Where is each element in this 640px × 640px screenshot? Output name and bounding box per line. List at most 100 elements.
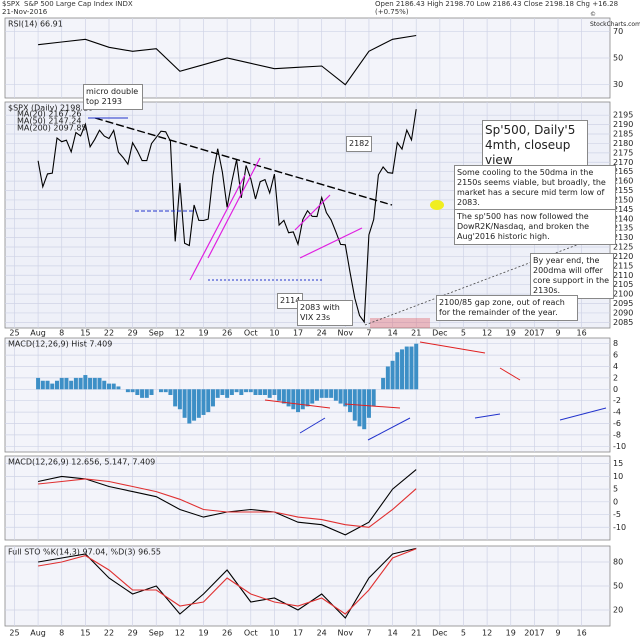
bar xyxy=(281,389,286,404)
drawing xyxy=(344,403,401,409)
x-tick-label: Sep xyxy=(149,629,164,638)
bar xyxy=(258,389,263,395)
y-tick-label: 4 xyxy=(613,362,618,371)
bar xyxy=(385,366,390,390)
bar xyxy=(239,389,244,395)
y-tick-label: -6 xyxy=(613,419,621,428)
legend-entry: MA(20) 2167.26 xyxy=(17,110,81,119)
bar xyxy=(140,389,145,398)
drawing xyxy=(499,367,521,381)
x-tick-label: 24 xyxy=(317,629,327,638)
bar xyxy=(343,389,348,407)
bar xyxy=(409,346,414,390)
bar xyxy=(144,389,149,398)
bar xyxy=(168,389,173,395)
bar xyxy=(314,389,319,401)
y-tick-label: 2195 xyxy=(613,111,633,120)
x-tick-label: 19 xyxy=(198,629,208,638)
bar xyxy=(182,389,187,418)
y-tick-label: -8 xyxy=(613,430,621,439)
x-tick-label: Aug xyxy=(30,329,46,338)
bar xyxy=(187,389,192,424)
x-tick-label: 12 xyxy=(175,329,185,338)
bar xyxy=(97,377,102,390)
x-tick-label: Nov xyxy=(338,629,354,638)
bar xyxy=(116,386,121,390)
y-tick-label: 2 xyxy=(613,373,618,382)
bar xyxy=(329,389,334,398)
y-tick-label: 15 xyxy=(613,459,623,468)
drawing xyxy=(430,200,444,210)
bar xyxy=(149,389,154,395)
data-line xyxy=(38,548,417,615)
x-tick-label: 16 xyxy=(577,629,587,638)
drawing xyxy=(264,399,331,409)
x-tick-label: 19 xyxy=(506,629,516,638)
panel-title: $SPX (Daily) 2198.18 xyxy=(8,104,93,113)
legend-entry: MA(200) 2097.85 xyxy=(17,124,87,133)
bar xyxy=(305,389,310,407)
x-tick-label: 16 xyxy=(577,329,587,338)
annotation: The sp'500 has now followed the DowR2K/N… xyxy=(454,209,616,245)
bar xyxy=(40,380,45,390)
x-tick-label: 29 xyxy=(128,329,138,338)
panel-title: MACD(12,26,9) 12.656, 5.147, 7.409 xyxy=(8,458,155,467)
bar xyxy=(50,383,55,390)
drawing xyxy=(367,417,411,441)
x-tick-label: 22 xyxy=(104,629,114,638)
x-tick-label: 14 xyxy=(387,329,397,338)
x-tick-label: 25 xyxy=(9,629,19,638)
drawing xyxy=(94,117,393,206)
y-tick-label: 2190 xyxy=(613,120,633,129)
bar xyxy=(390,360,395,390)
y-tick-label: 2100 xyxy=(613,290,633,299)
x-tick-label: 19 xyxy=(506,329,516,338)
x-tick-label: 21 xyxy=(411,629,421,638)
bar xyxy=(173,389,178,407)
x-tick-label: Oct xyxy=(244,329,258,338)
y-tick-label: -5 xyxy=(613,510,621,519)
y-tick-label: 2125 xyxy=(613,243,633,252)
y-tick-label: 0 xyxy=(613,385,618,394)
x-tick-label: 5 xyxy=(461,629,466,638)
y-tick-label: 2150 xyxy=(613,195,633,204)
bar xyxy=(310,389,315,404)
bar xyxy=(92,377,97,390)
bar xyxy=(220,389,225,395)
y-tick-label: 2175 xyxy=(613,148,633,157)
drawing xyxy=(294,194,331,231)
bar xyxy=(106,383,111,390)
y-tick-label: 2130 xyxy=(613,233,633,242)
index-name: S&P 500 Large Cap Index INDX xyxy=(24,0,133,8)
bar xyxy=(262,389,267,395)
bar xyxy=(381,377,386,390)
bar xyxy=(210,389,215,407)
drawing xyxy=(559,407,607,421)
bar xyxy=(253,389,258,395)
legend-entry: MA(50) 2147.24 xyxy=(17,117,81,126)
y-tick-label: 8 xyxy=(613,339,618,348)
x-tick-label: 15 xyxy=(80,629,90,638)
x-tick-label: 12 xyxy=(175,629,185,638)
y-tick-label: -4 xyxy=(613,408,621,417)
bar xyxy=(272,389,277,395)
bar xyxy=(404,346,409,390)
drawing xyxy=(207,157,261,259)
drawing xyxy=(189,174,246,281)
x-tick-label: Dec xyxy=(432,629,447,638)
y-tick-label: 5 xyxy=(613,485,618,494)
bar xyxy=(78,377,83,390)
x-tick-label: 9 xyxy=(555,329,560,338)
bar xyxy=(400,349,405,390)
y-tick-label: 10 xyxy=(613,472,623,481)
x-tick-label: 8 xyxy=(59,329,64,338)
drawing xyxy=(299,227,363,259)
bar xyxy=(362,389,367,430)
panel-title: MACD(12,26,9) Hist 7.409 xyxy=(8,340,112,349)
bar xyxy=(130,389,135,393)
bar xyxy=(229,389,234,395)
bar xyxy=(192,389,197,421)
bar xyxy=(135,389,140,395)
bar xyxy=(83,375,88,390)
credit: © StockCharts.com xyxy=(590,11,640,28)
